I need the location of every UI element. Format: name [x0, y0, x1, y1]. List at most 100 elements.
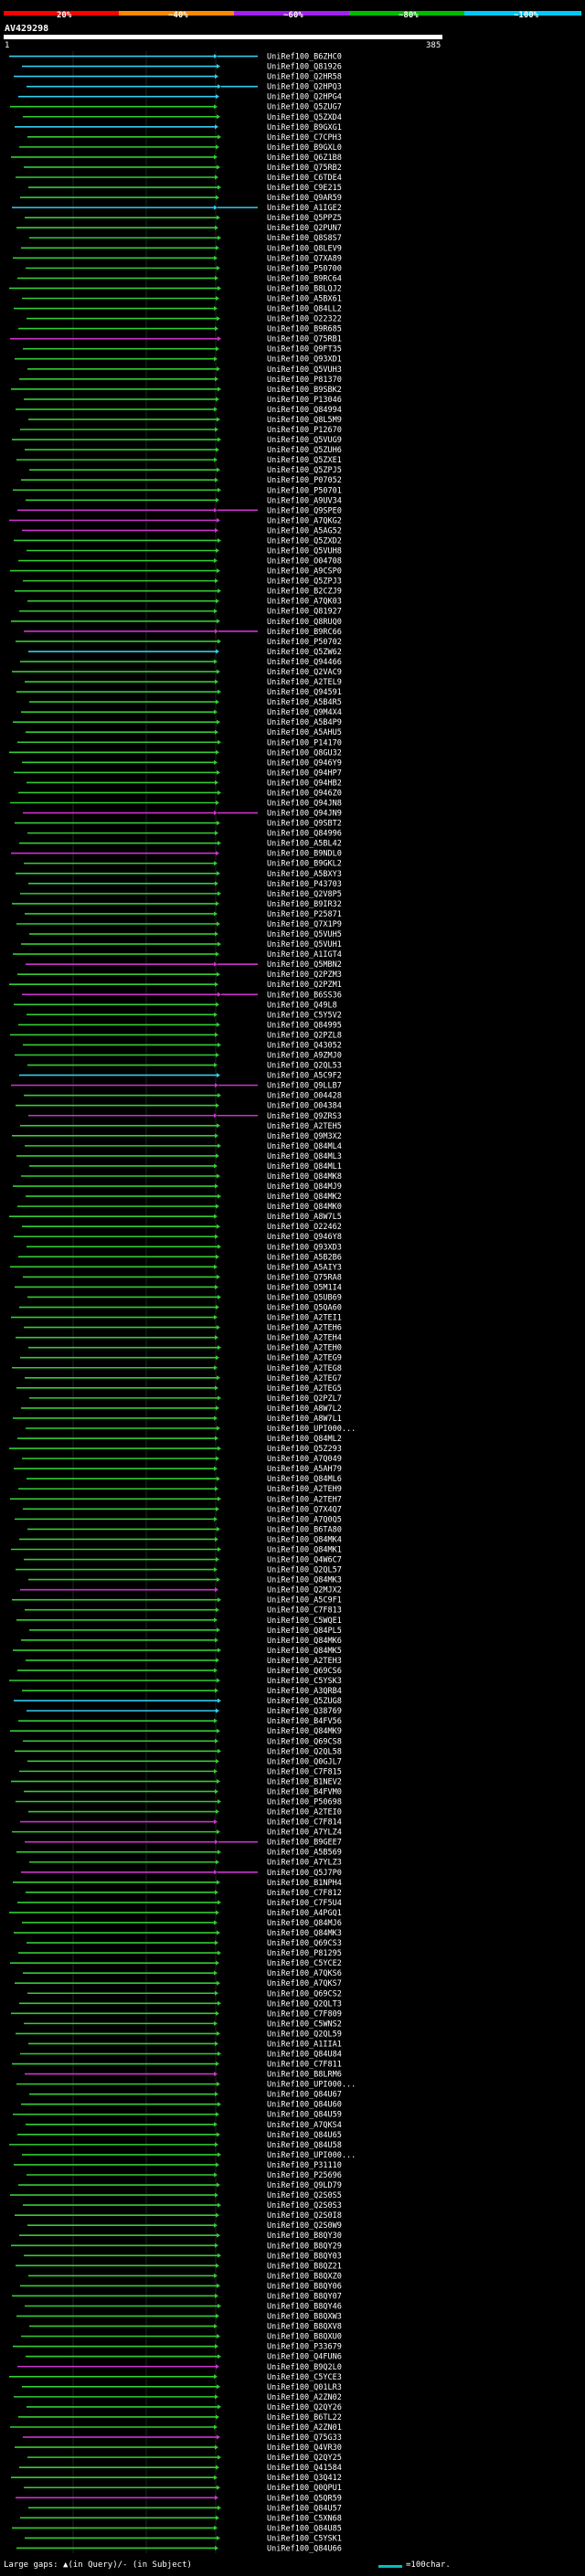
hit-row[interactable]: UniRef100_Q2V8P5 [20, 890, 342, 899]
hit-row[interactable]: UniRef100_Q7XA89 [13, 254, 342, 263]
hit-label[interactable]: UniRef100_Q8L5M9 [267, 416, 342, 425]
hit-label[interactable]: UniRef100_Q84MK1 [267, 1545, 342, 1554]
hit-row[interactable]: UniRef100_Q2HPQ3 [27, 83, 342, 92]
hit-label[interactable]: UniRef100_A5AIY3 [267, 1263, 342, 1272]
hit-row[interactable]: UniRef100_Q2PZL8 [10, 1031, 342, 1040]
hit-label[interactable]: UniRef100_Q84PL5 [267, 1627, 342, 1636]
hit-row[interactable]: UniRef100_B8QY06 [20, 2282, 342, 2291]
hit-row[interactable]: UniRef100_Q2QL57 [16, 1566, 342, 1575]
hit-label[interactable]: UniRef100_Q9ZRS3 [267, 1112, 342, 1121]
hit-row[interactable]: UniRef100_Q41584 [19, 2464, 342, 2473]
hit-label[interactable]: UniRef100_P07052 [267, 476, 342, 485]
hit-row[interactable]: UniRef100_Q75G33 [23, 2433, 342, 2443]
hit-label[interactable]: UniRef100_Q5MBN2 [267, 960, 342, 970]
hit-label[interactable]: UniRef100_A8W7L2 [267, 1405, 342, 1414]
hit-label[interactable]: UniRef100_Q9FT35 [267, 345, 342, 355]
hit-label[interactable]: UniRef100_Q6Z1B8 [267, 154, 342, 163]
hit-label[interactable]: UniRef100_B8QZ21 [267, 2262, 342, 2271]
hit-row[interactable]: UniRef100_Q8RUQ0 [11, 618, 342, 627]
hit-row[interactable]: UniRef100_Q69CS3 [27, 1939, 342, 1948]
hit-label[interactable]: UniRef100_A5BX61 [267, 294, 342, 303]
hit-row[interactable]: UniRef100_A2TEL9 [25, 678, 342, 687]
hit-label[interactable]: UniRef100_B4FV56 [267, 1717, 342, 1726]
hit-row[interactable]: UniRef100_A2ZN01 [10, 2423, 342, 2433]
hit-label[interactable]: UniRef100_Q2S0I8 [267, 2211, 342, 2221]
hit-row[interactable]: UniRef100_A7YLZ3 [29, 1859, 342, 1868]
hit-row[interactable]: UniRef100_Q84996 [27, 830, 342, 839]
hit-label[interactable]: UniRef100_Q84LL2 [267, 305, 342, 314]
hit-label[interactable]: UniRef100_Q5VUH1 [267, 940, 342, 949]
hit-row[interactable]: UniRef100_Q43052 [23, 1041, 342, 1050]
hit-row[interactable]: UniRef100_Q84U67 [29, 2091, 342, 2100]
hit-label[interactable]: UniRef100_C5Y5V2 [267, 1011, 342, 1020]
hit-label[interactable]: UniRef100_P31110 [267, 2161, 342, 2170]
hit-row[interactable]: UniRef100_Q84MK4 [19, 1535, 342, 1544]
hit-label[interactable]: UniRef100_B8QY07 [267, 2292, 342, 2301]
hit-label[interactable]: UniRef100_Q9M4X4 [267, 708, 342, 717]
hit-row[interactable]: UniRef100_Q9FT35 [23, 345, 342, 355]
hit-label[interactable]: UniRef100_Q94JN9 [267, 810, 342, 819]
hit-row[interactable]: UniRef100_P07052 [21, 476, 342, 485]
hit-row[interactable]: UniRef100_Q94JN8 [10, 800, 342, 809]
hit-label[interactable]: UniRef100_Q84U58 [267, 2141, 342, 2150]
hit-row[interactable]: UniRef100_Q2S0W9 [27, 2221, 342, 2231]
hit-row[interactable]: UniRef100_B9NDL0 [11, 850, 342, 859]
hit-row[interactable]: UniRef100_O22462 [22, 1223, 342, 1232]
hit-label[interactable]: UniRef100_B6TL22 [267, 2413, 342, 2422]
hit-row[interactable]: UniRef100_Q5ZUG7 [10, 103, 342, 112]
hit-row[interactable]: UniRef100_Q84995 [18, 1021, 342, 1030]
hit-row[interactable]: UniRef100_O04708 [18, 557, 342, 567]
hit-row[interactable]: UniRef100_A2TEG9 [20, 1354, 342, 1363]
hit-label[interactable]: UniRef100_Q5PPZ5 [267, 214, 342, 223]
hit-row[interactable]: UniRef100_A5B2B6 [18, 1253, 342, 1262]
hit-row[interactable]: UniRef100_Q84MK9 [10, 1727, 342, 1736]
hit-label[interactable]: UniRef100_Q84ML3 [267, 1152, 342, 1161]
hit-row[interactable]: UniRef100_Q5ZUH6 [25, 446, 342, 455]
hit-label[interactable]: UniRef100_Q5ZW62 [267, 648, 342, 657]
hit-row[interactable]: UniRef100_C5YSK1 [25, 2534, 342, 2543]
hit-row[interactable]: UniRef100_Q84MJ6 [22, 1919, 342, 1928]
hit-label[interactable]: UniRef100_A5BXY3 [267, 870, 342, 879]
hit-row[interactable]: UniRef100_Q94JN9 [23, 810, 342, 819]
hit-label[interactable]: UniRef100_Q5ZPJ5 [267, 466, 342, 475]
hit-row[interactable]: UniRef100_C6TDE4 [16, 174, 342, 183]
hit-row[interactable]: UniRef100_B8QY03 [24, 2252, 342, 2261]
hit-label[interactable]: UniRef100_Q38769 [267, 1707, 342, 1716]
hit-label[interactable]: UniRef100_Q2VAC9 [267, 668, 342, 677]
hit-label[interactable]: UniRef100_P81295 [267, 1949, 342, 1958]
hit-label[interactable]: UniRef100_Q01LR3 [267, 2383, 342, 2392]
hit-row[interactable]: UniRef100_O04428 [24, 1092, 342, 1101]
hit-row[interactable]: UniRef100_Q5J7P0 [21, 1869, 342, 1878]
hit-label[interactable]: UniRef100_B6TA80 [267, 1525, 342, 1534]
hit-label[interactable]: UniRef100_P50700 [267, 264, 342, 273]
hit-label[interactable]: UniRef100_B6SS36 [267, 991, 342, 1000]
hit-label[interactable]: UniRef100_Q84U57 [267, 2504, 342, 2513]
hit-label[interactable]: UniRef100_Q84ML4 [267, 1142, 342, 1151]
hit-row[interactable]: UniRef100_C7F815 [19, 1767, 342, 1776]
hit-row[interactable]: UniRef100_A8W7L2 [21, 1405, 342, 1414]
hit-label[interactable]: UniRef100_Q9M3X2 [267, 1132, 342, 1141]
hit-label[interactable]: UniRef100_C7CPH3 [267, 133, 342, 143]
hit-row[interactable]: UniRef100_Q2HPG4 [18, 93, 342, 102]
hit-row[interactable]: UniRef100_Q84U57 [28, 2504, 342, 2513]
hit-row[interactable]: UniRef100_B8LQJ2 [9, 284, 342, 293]
hit-label[interactable]: UniRef100_Q84MK5 [267, 1647, 342, 1656]
hit-label[interactable]: UniRef100_Q5ZUG7 [267, 103, 342, 112]
hit-row[interactable]: UniRef100_Q2QLT3 [19, 1999, 342, 2009]
hit-label[interactable]: UniRef100_B9RC66 [267, 628, 342, 637]
hit-row[interactable]: UniRef100_B9GXG1 [15, 123, 342, 133]
hit-row[interactable]: UniRef100_B6TL22 [18, 2413, 342, 2422]
hit-row[interactable]: UniRef100_Q4W6C7 [24, 1556, 342, 1565]
hit-row[interactable]: UniRef100_A8W7L1 [13, 1415, 342, 1424]
hit-label[interactable]: UniRef100_P25871 [267, 910, 342, 919]
hit-label[interactable]: UniRef100_Q75RB1 [267, 335, 342, 345]
hit-label[interactable]: UniRef100_A2TEI0 [267, 1808, 342, 1818]
hit-label[interactable]: UniRef100_Q5ZXD4 [267, 113, 342, 122]
hit-row[interactable]: UniRef100_Q946Z0 [18, 789, 342, 798]
hit-label[interactable]: UniRef100_Q3Q412 [267, 2474, 342, 2483]
hit-row[interactable]: UniRef100_B4FV56 [18, 1717, 342, 1726]
hit-label[interactable]: UniRef100_A2TEG9 [267, 1354, 342, 1363]
hit-row[interactable]: UniRef100_A2TEH6 [24, 1324, 342, 1333]
hit-label[interactable]: UniRef100_A7QKS6 [267, 1969, 342, 1978]
hit-row[interactable]: UniRef100_O22322 [27, 315, 342, 324]
